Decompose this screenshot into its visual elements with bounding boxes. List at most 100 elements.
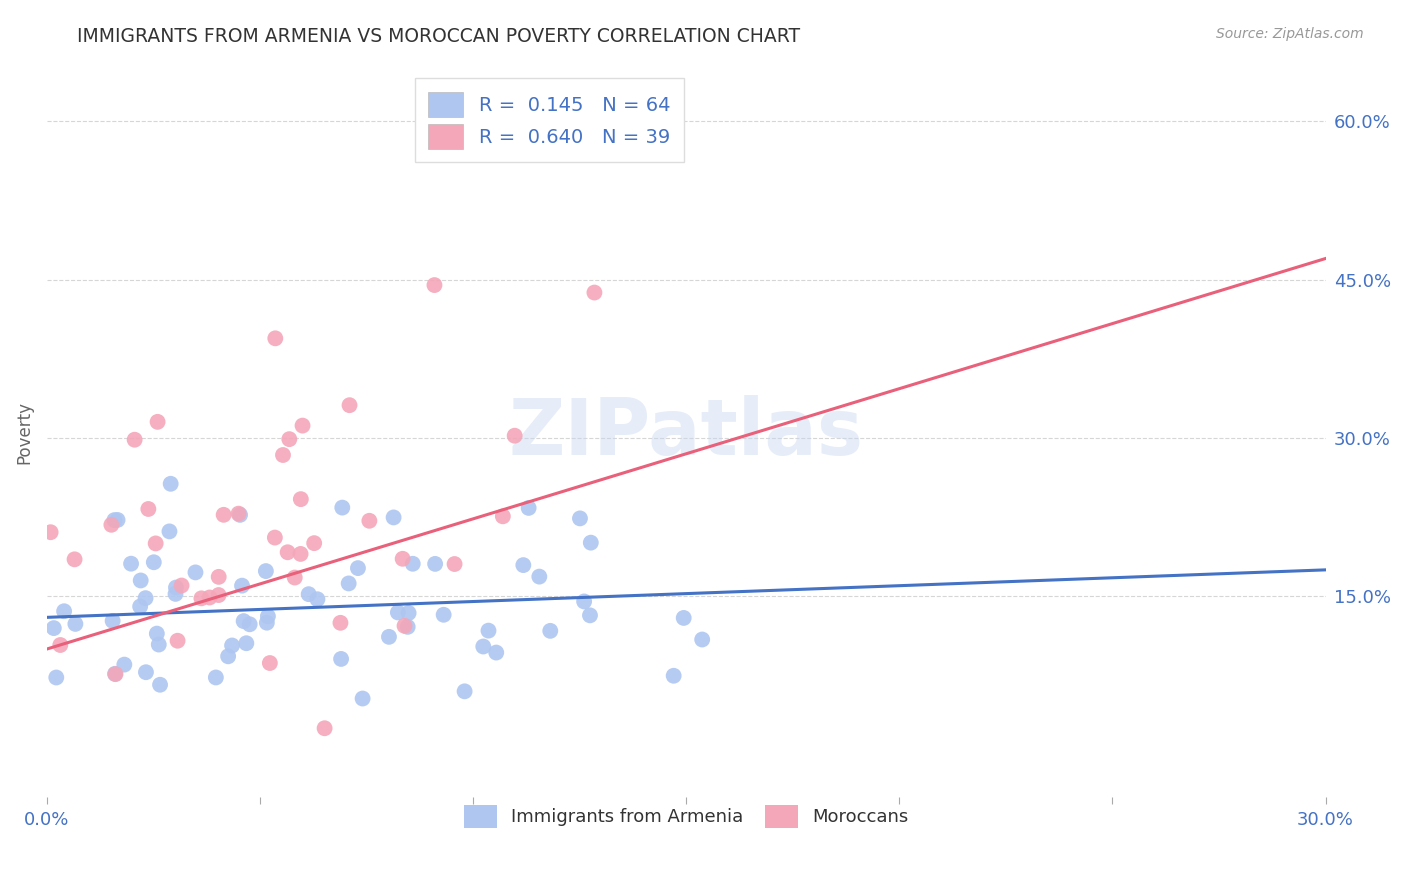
Point — [124, 433, 146, 447]
Point — [146, 626, 169, 640]
Point — [278, 432, 301, 446]
Point — [359, 514, 381, 528]
Point — [112, 657, 135, 672]
Point — [472, 640, 495, 654]
Point — [382, 510, 405, 524]
Point — [579, 535, 602, 549]
Point — [314, 721, 336, 735]
Point — [165, 587, 187, 601]
Point — [138, 502, 160, 516]
Point — [135, 665, 157, 680]
Y-axis label: Poverty: Poverty — [15, 401, 32, 464]
Point — [398, 606, 420, 620]
Point — [453, 684, 475, 698]
Point — [101, 614, 124, 628]
Point — [221, 639, 243, 653]
Point — [391, 551, 413, 566]
Point — [166, 633, 188, 648]
Point — [378, 630, 401, 644]
Point — [433, 607, 456, 622]
Point — [235, 636, 257, 650]
Point — [443, 557, 465, 571]
Point — [259, 656, 281, 670]
Point — [104, 667, 127, 681]
Point — [207, 588, 229, 602]
Point — [394, 619, 416, 633]
Point — [135, 591, 157, 606]
Point — [529, 569, 551, 583]
Point — [330, 652, 353, 666]
Point — [302, 536, 325, 550]
Point — [231, 579, 253, 593]
Point — [205, 670, 228, 684]
Point — [65, 616, 87, 631]
Point — [53, 604, 76, 618]
Point — [129, 574, 152, 588]
Point — [307, 592, 329, 607]
Point — [662, 669, 685, 683]
Point — [690, 632, 713, 647]
Point — [538, 624, 561, 638]
Point — [149, 678, 172, 692]
Legend: Immigrants from Armenia, Moroccans: Immigrants from Armenia, Moroccans — [457, 797, 915, 835]
Point — [298, 587, 321, 601]
Point — [291, 418, 314, 433]
Point — [256, 615, 278, 630]
Point — [107, 513, 129, 527]
Point — [568, 511, 591, 525]
Point — [517, 500, 540, 515]
Point — [579, 608, 602, 623]
Point — [257, 609, 280, 624]
Point — [198, 591, 221, 605]
Point — [184, 566, 207, 580]
Point — [263, 531, 285, 545]
Point — [100, 517, 122, 532]
Point — [120, 557, 142, 571]
Point — [485, 646, 508, 660]
Point — [145, 536, 167, 550]
Point — [42, 621, 65, 635]
Point — [104, 666, 127, 681]
Point — [190, 591, 212, 606]
Point — [672, 611, 695, 625]
Point — [170, 578, 193, 592]
Point — [290, 547, 312, 561]
Point — [396, 620, 419, 634]
Point — [337, 576, 360, 591]
Point — [208, 570, 231, 584]
Point — [159, 524, 181, 539]
Point — [277, 545, 299, 559]
Point — [45, 671, 67, 685]
Point — [228, 507, 250, 521]
Point — [63, 552, 86, 566]
Point — [142, 555, 165, 569]
Point — [352, 691, 374, 706]
Point — [159, 476, 181, 491]
Point — [165, 581, 187, 595]
Text: Source: ZipAtlas.com: Source: ZipAtlas.com — [1216, 27, 1364, 41]
Point — [339, 398, 361, 412]
Point — [212, 508, 235, 522]
Point — [572, 594, 595, 608]
Point — [146, 415, 169, 429]
Point — [217, 649, 239, 664]
Point — [284, 570, 307, 584]
Point — [229, 508, 252, 522]
Point — [271, 448, 294, 462]
Point — [583, 285, 606, 300]
Text: IMMIGRANTS FROM ARMENIA VS MOROCCAN POVERTY CORRELATION CHART: IMMIGRANTS FROM ARMENIA VS MOROCCAN POVE… — [77, 27, 800, 45]
Point — [503, 428, 526, 442]
Point — [329, 615, 352, 630]
Point — [232, 614, 254, 628]
Point — [423, 278, 446, 293]
Point — [492, 509, 515, 524]
Point — [254, 564, 277, 578]
Point — [402, 557, 425, 571]
Point — [330, 500, 353, 515]
Point — [347, 561, 370, 575]
Point — [290, 492, 312, 507]
Point — [512, 558, 534, 573]
Point — [477, 624, 499, 638]
Text: ZIPatlas: ZIPatlas — [509, 394, 863, 471]
Point — [129, 599, 152, 614]
